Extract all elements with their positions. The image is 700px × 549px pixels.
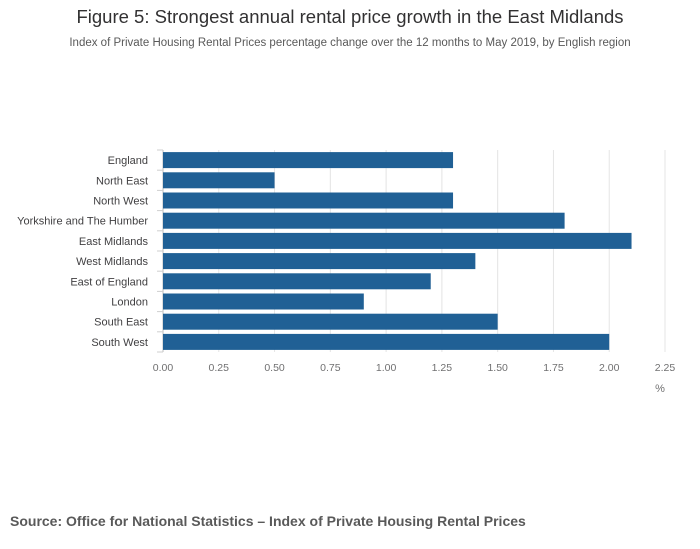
bar	[163, 232, 632, 249]
x-tick-label: 1.75	[543, 362, 564, 374]
bar	[163, 313, 498, 330]
bar	[163, 172, 275, 189]
bar	[163, 293, 364, 310]
bar	[163, 192, 454, 209]
category-label: North West	[93, 196, 148, 208]
x-axis-unit-label: %	[655, 383, 665, 395]
x-tick-label: 1.50	[487, 362, 508, 374]
x-tick-label: 2.25	[655, 362, 676, 374]
source-note: Source: Office for National Statistics –…	[10, 513, 526, 529]
chart-subtitle: Index of Private Housing Rental Prices p…	[69, 37, 631, 49]
category-labels: England North East North West Yorkshire and…	[17, 155, 148, 349]
bar	[163, 273, 431, 290]
category-label: North East	[96, 175, 148, 187]
x-tick-label: 1.25	[432, 362, 453, 374]
category-label: South East	[94, 317, 148, 329]
bars	[163, 152, 632, 350]
category-label: South West	[91, 337, 148, 349]
bar	[163, 253, 476, 270]
category-label: East Midlands	[79, 236, 149, 248]
category-label: England	[108, 155, 148, 167]
x-tick-label: 0.75	[320, 362, 341, 374]
category-label: East of England	[70, 276, 148, 288]
x-tick-label: 0.50	[264, 362, 285, 374]
x-tick-label: 1.00	[376, 362, 397, 374]
bar	[163, 152, 454, 169]
category-label: London	[111, 297, 148, 309]
x-tick-label: 2.00	[599, 362, 620, 374]
x-tick-label: 0.00	[153, 362, 174, 374]
bar	[163, 212, 565, 229]
category-label: Yorkshire and The Humber	[17, 216, 148, 228]
category-label: West Midlands	[76, 256, 148, 268]
bar	[163, 333, 610, 350]
x-tick-label: 0.25	[209, 362, 230, 374]
x-axis-tick-labels: 0.00 0.25 0.50 0.75 1.00 1.25 1.50 1.75 2.00 2.25	[153, 362, 676, 374]
chart-title: Figure 5: Strongest annual rental price …	[76, 6, 624, 27]
